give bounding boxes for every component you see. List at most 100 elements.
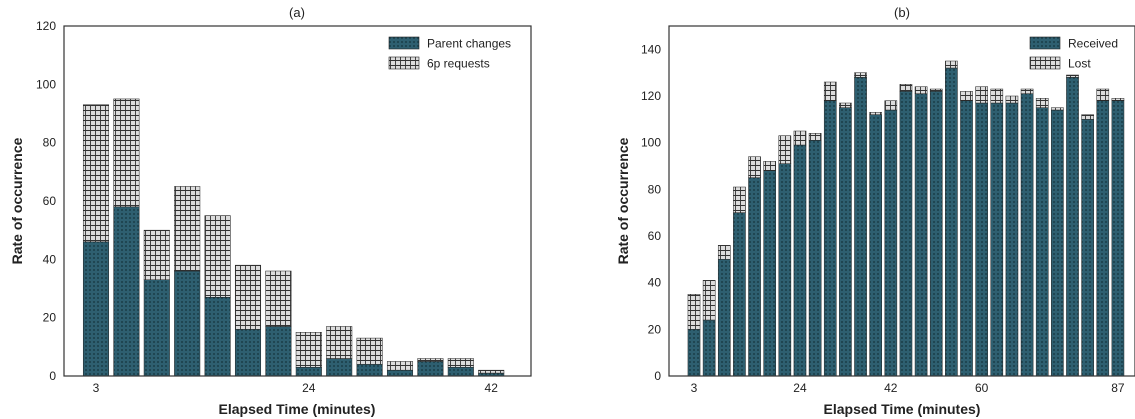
panel-b-bar-lost-20: [990, 88, 1004, 104]
legend-label-lost: Lost: [1068, 57, 1091, 71]
panel-a-bar-parent-changes-2: [143, 279, 170, 377]
panel-b-x-tick-label: 60: [975, 381, 989, 395]
panel-b-title: (b): [894, 5, 910, 20]
panel-a-bar-6p-requests-4: [204, 215, 231, 298]
panel-b-xlabel: Elapsed Time (minutes): [824, 401, 981, 417]
panel-b-bar-lost-11: [854, 72, 867, 78]
panel-b-bar-lost-21: [1005, 95, 1019, 104]
panel-a-x-tick-label: 3: [93, 381, 100, 395]
panel-a-legend: Parent changes 6p requests: [388, 36, 511, 71]
panel-b-bar-received-25: [1066, 77, 1079, 377]
panel-b-bar-lost-27: [1096, 88, 1110, 101]
panel-a-bar-parent-changes-6: [265, 326, 292, 377]
panel-b-bars: [687, 60, 1125, 377]
panel-b-bar-lost-2: [717, 245, 731, 260]
panel-b-bar-received-26: [1081, 119, 1094, 377]
panel-a-bar-6p-requests-12: [447, 358, 474, 368]
panel-a-title: (a): [289, 5, 305, 20]
panel-a-bar-6p-requests-6: [265, 270, 292, 327]
panel-b-bar-lost-5: [763, 161, 777, 171]
panel-b-bar-lost-9: [823, 81, 837, 101]
panel-a-xlabel: Elapsed Time (minutes): [219, 401, 376, 417]
panel-b-bar-lost-3: [733, 186, 746, 213]
panel-b-bar-received-17: [945, 67, 958, 377]
panel-a-bar-parent-changes-7: [295, 367, 322, 377]
legend-swatch-parent-changes: [388, 36, 420, 50]
panel-a-bar-parent-changes-1: [113, 206, 140, 377]
panel-b-bar-received-3: [733, 212, 746, 377]
panel-b-bar-lost-6: [778, 135, 792, 164]
panel-b-bar-received-20: [990, 102, 1004, 377]
panel-a-bar-parent-changes-5: [234, 329, 262, 377]
panel-b-bar-received-10: [839, 107, 852, 377]
panel-b-x-tick-label: 42: [884, 381, 898, 395]
panel-b-bar-received-12: [869, 114, 882, 377]
panel-b-bar-lost-15: [914, 86, 928, 94]
panel-b-bar-lost-19: [975, 86, 988, 104]
panel-b-y-tick-label: 140: [641, 42, 661, 56]
panel-b-bar-received-7: [793, 144, 807, 377]
panel-b-bar-lost-12: [869, 112, 882, 115]
panel-b-y-tick-label: 40: [648, 276, 662, 290]
legend-swatch-6p-requests: [388, 56, 420, 70]
panel-b-bar-lost-28: [1111, 98, 1125, 101]
legend-label-parent-changes: Parent changes: [427, 37, 511, 51]
panel-b-bar-received-23: [1035, 107, 1049, 377]
panel-a-bar-parent-changes-0: [82, 241, 110, 377]
legend-swatch-received: [1029, 36, 1061, 50]
panel-b-bar-lost-18: [960, 91, 973, 101]
panel-a-y-tick-label: 0: [49, 369, 56, 383]
panel-b-bar-lost-26: [1081, 114, 1094, 120]
panel-b-bar-received-14: [899, 91, 913, 377]
panel-a-x-tick-label: 42: [485, 381, 499, 395]
panel-b-bar-received-22: [1020, 93, 1034, 377]
panel-a-bar-parent-changes-11: [417, 361, 444, 377]
panel-a-y-tick-label: 40: [43, 252, 57, 266]
panel-b-bar-received-11: [854, 77, 867, 377]
panel-a-y-tick-label: 100: [36, 77, 56, 91]
panel-b-bar-received-21: [1005, 102, 1019, 377]
panel-b-y-tick-label: 60: [648, 229, 662, 243]
panel-a: (a) Elapsed Time (minutes) Rate of occur…: [9, 5, 532, 417]
panel-a-bar-6p-requests-1: [113, 98, 140, 208]
panel-b-ylabel: Rate of occurrence: [615, 137, 631, 264]
panel-b-bar-lost-0: [687, 294, 701, 330]
panel-b: (b) Elapsed Time (minutes) Rate of occur…: [615, 5, 1135, 417]
panel-b-bar-lost-24: [1051, 107, 1064, 111]
legend-swatch-lost: [1029, 56, 1061, 70]
panel-b-bar-lost-7: [793, 130, 807, 146]
panel-a-bar-6p-requests-10: [386, 361, 414, 371]
panel-a-ylabel: Rate of occurrence: [9, 137, 25, 264]
panel-a-y-ticks: 0 20 40 60 80 100 120: [36, 19, 56, 383]
panel-b-bar-received-15: [914, 93, 928, 377]
panel-b-bar-lost-10: [839, 102, 852, 108]
panel-b-bar-lost-8: [808, 133, 822, 141]
panel-b-bar-lost-4: [748, 156, 761, 178]
panel-a-bar-6p-requests-3: [174, 186, 201, 272]
panel-b-legend: Received Lost: [1029, 36, 1118, 71]
panel-a-bar-parent-changes-8: [326, 358, 353, 377]
panel-b-bar-lost-25: [1066, 74, 1079, 78]
panel-b-y-tick-label: 20: [648, 322, 662, 336]
panel-b-bar-received-16: [929, 91, 943, 377]
panel-a-bar-6p-requests-8: [326, 326, 353, 359]
panel-a-bar-parent-changes-4: [204, 297, 231, 377]
panel-b-bar-lost-17: [945, 60, 958, 69]
panel-b-bar-received-13: [884, 109, 898, 377]
panel-b-bar-received-6: [778, 163, 792, 377]
panel-b-x-tick-label: 24: [793, 381, 807, 395]
panel-b-bar-received-28: [1111, 100, 1125, 377]
panel-b-bar-lost-13: [884, 100, 898, 111]
panel-b-bar-received-9: [823, 100, 837, 377]
panel-b-bar-lost-1: [702, 280, 716, 321]
panel-b-bar-received-27: [1096, 100, 1110, 377]
panel-a-bar-6p-requests-0: [82, 104, 110, 243]
panel-a-y-tick-label: 120: [36, 19, 56, 33]
panel-b-frame: [668, 25, 1135, 377]
panel-a-frame: [63, 25, 532, 377]
panel-a-x-ticks: 3 24 42: [93, 381, 499, 395]
legend-label-received: Received: [1068, 37, 1118, 51]
panel-b-x-ticks: 3 24 42 60 87: [691, 381, 1125, 395]
panel-b-bar-lost-23: [1035, 98, 1049, 108]
panel-b-y-tick-label: 0: [654, 369, 661, 383]
